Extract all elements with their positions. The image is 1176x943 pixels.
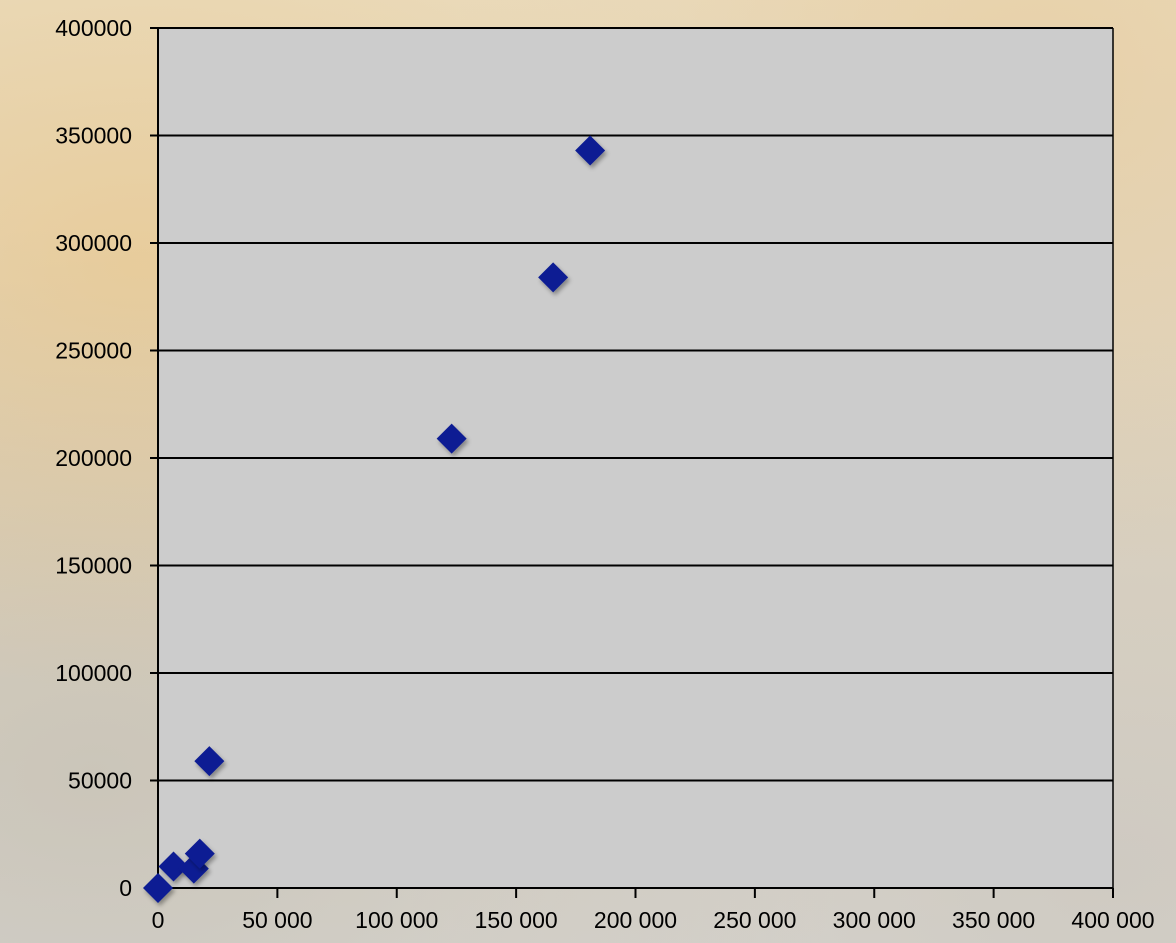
y-tick-label: 250000 xyxy=(55,338,132,364)
x-tick-label: 350 000 xyxy=(952,907,1035,933)
x-tick-label: 100 000 xyxy=(355,907,438,933)
data-point xyxy=(194,746,225,777)
y-tick-label: 100000 xyxy=(55,660,132,686)
data-point xyxy=(436,423,467,454)
y-tick-label: 50000 xyxy=(68,768,132,794)
y-tick-label: 400000 xyxy=(55,15,132,41)
data-point xyxy=(538,262,569,293)
gridlines xyxy=(158,27,1114,888)
x-tick-label: 50 000 xyxy=(242,907,312,933)
x-tick-label: 250 000 xyxy=(713,907,796,933)
x-tick-label: 300 000 xyxy=(833,907,916,933)
y-tick-label: 350000 xyxy=(55,123,132,149)
y-tick-label: 300000 xyxy=(55,230,132,256)
y-tick-label: 150000 xyxy=(55,553,132,579)
x-tick-label: 200 000 xyxy=(594,907,677,933)
data-point xyxy=(158,851,189,882)
data-points xyxy=(143,135,606,903)
data-point xyxy=(143,873,173,903)
y-axis-tick-labels: 0 50000 100000 150000 200000 250000 300000 3500… xyxy=(55,15,132,901)
x-tick-label: 400 000 xyxy=(1071,907,1154,933)
x-axis-tick-labels: 0 50 000 100 000 150 000 200 000 250 000 300 0… xyxy=(152,907,1155,933)
y-tick-label: 200000 xyxy=(55,445,132,471)
data-point xyxy=(575,135,606,166)
x-tick-label: 150 000 xyxy=(475,907,558,933)
data-point xyxy=(184,838,215,869)
y-tick-label: 0 xyxy=(119,875,132,901)
x-tick-label: 0 xyxy=(152,907,165,933)
